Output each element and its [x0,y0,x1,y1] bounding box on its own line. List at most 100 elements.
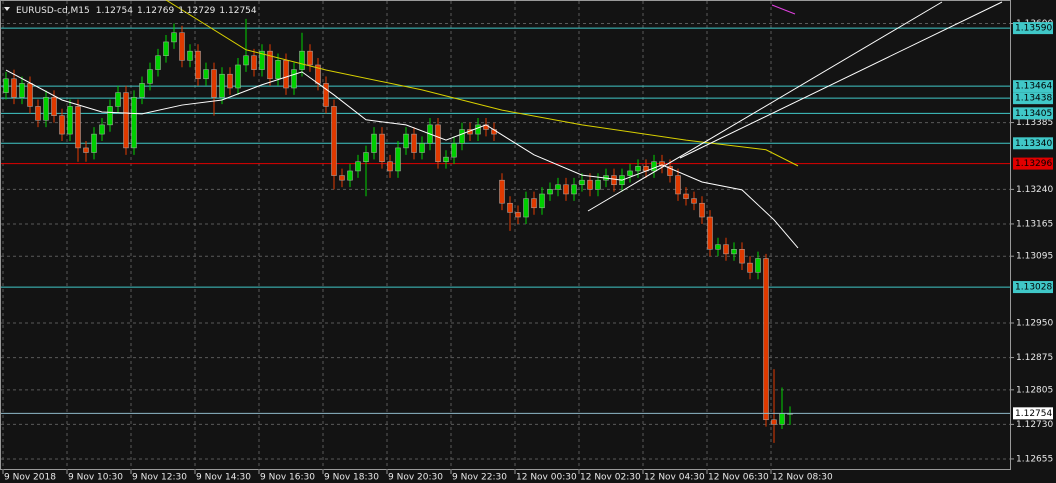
candle-body [155,55,161,70]
trend-line [679,1,1003,159]
grid-layer [1,1,1010,470]
candle-body [547,189,553,195]
y-tick-label: 1.12875 [1016,353,1053,363]
candle-body [123,92,129,149]
candle-body [131,96,137,149]
x-tick-label: 9 Nov 14:30 [196,473,251,483]
candle-body [539,193,545,209]
candle-body [763,258,769,421]
candle-body [51,96,57,116]
candle-body [675,175,681,195]
y-tick-label: 1.13095 [1016,252,1053,262]
price-level-label: 1.13438 [1015,94,1052,104]
y-tick-label: 1.13240 [1016,185,1053,195]
candle-body [339,175,345,181]
x-tick-label: 12 Nov 02:30 [580,473,641,483]
candle-body [331,106,337,176]
candle-body [707,216,713,250]
candle-body [595,179,601,190]
candle-body [739,249,745,264]
candle-body [347,170,353,181]
x-tick-label: 9 Nov 2018 [4,473,56,483]
candle-body [451,143,457,158]
price-level-box [1013,22,1053,35]
candle-body [387,161,393,172]
x-tick-label: 9 Nov 16:30 [260,473,315,483]
y-tick-label: 1.13385 [1016,118,1053,128]
candle-body [267,50,273,80]
current-price-label: 1.12754 [1015,409,1052,419]
candle-body [115,92,121,107]
trend-line [587,1,943,212]
candle-body [235,64,241,89]
axis-layer: 1.136001.133851.132401.131651.130951.129… [2,19,1053,483]
candle-body [379,133,385,162]
candle-body [635,166,641,172]
candle-body [715,244,721,250]
candle-body [563,184,569,195]
candle-body [275,60,281,80]
candle-body [723,244,729,255]
price-level-label: 1.13464 [1015,82,1052,92]
x-tick-label: 9 Nov 20:30 [388,473,443,483]
candle-body [683,193,689,199]
candle-body [587,179,593,190]
x-tick-label: 9 Nov 22:30 [452,473,507,483]
menu-arrow [4,7,10,11]
candle-body [571,184,577,195]
candle-body [355,161,361,172]
moving-average [165,0,799,167]
candle-body [699,202,705,218]
candle-body [139,83,145,98]
candle-body [27,83,33,107]
candle-body [555,184,561,190]
candle-body [99,124,105,135]
candle-body [291,69,297,89]
candle-body [507,202,513,213]
candle-body [107,106,113,126]
candle-body [475,124,481,135]
candle-body [195,50,201,80]
chart-title: EURUSD-cd,M15 1.12754 1.12769 1.12729 1.1275… [16,6,257,16]
candle-body [243,55,249,66]
last-low: 1.12729 [178,6,215,16]
current-price-box [1013,407,1053,420]
candle-body [627,170,633,176]
price-level-box [1013,80,1053,93]
candle-body [667,166,673,176]
candle-body [67,106,73,135]
candle-body [163,41,169,57]
plot-frame [0,0,1011,470]
candle-body [43,96,49,121]
price-level-box [1013,107,1053,120]
candle-body [259,50,265,70]
last-close: 1.12754 [219,6,256,16]
candle-body [747,262,753,273]
y-tick-label: 1.12730 [1016,420,1053,430]
candle-body [659,161,665,167]
candle-body [499,179,505,204]
candle-body [515,212,521,218]
candle-body [179,32,185,61]
candle-body [91,133,97,153]
candle-body [59,115,65,135]
candle-body [411,133,417,153]
candle-body [3,78,9,93]
price-level-label: 1.13405 [1015,109,1052,119]
candle-body [755,258,761,273]
candle-body [251,55,257,70]
candle-body [227,73,233,89]
candle-body [187,50,193,61]
data-layer [1,0,1010,443]
candle-body [771,419,777,425]
candle-body [419,143,425,153]
candle-body [443,156,449,162]
candle-body [531,198,537,209]
candle-body [363,152,369,162]
candle-body [211,69,217,98]
candle-body [171,32,177,43]
candle-body [395,147,401,172]
candle-body [459,129,465,144]
y-tick-label: 1.12950 [1016,319,1053,329]
candle-body [19,83,25,98]
